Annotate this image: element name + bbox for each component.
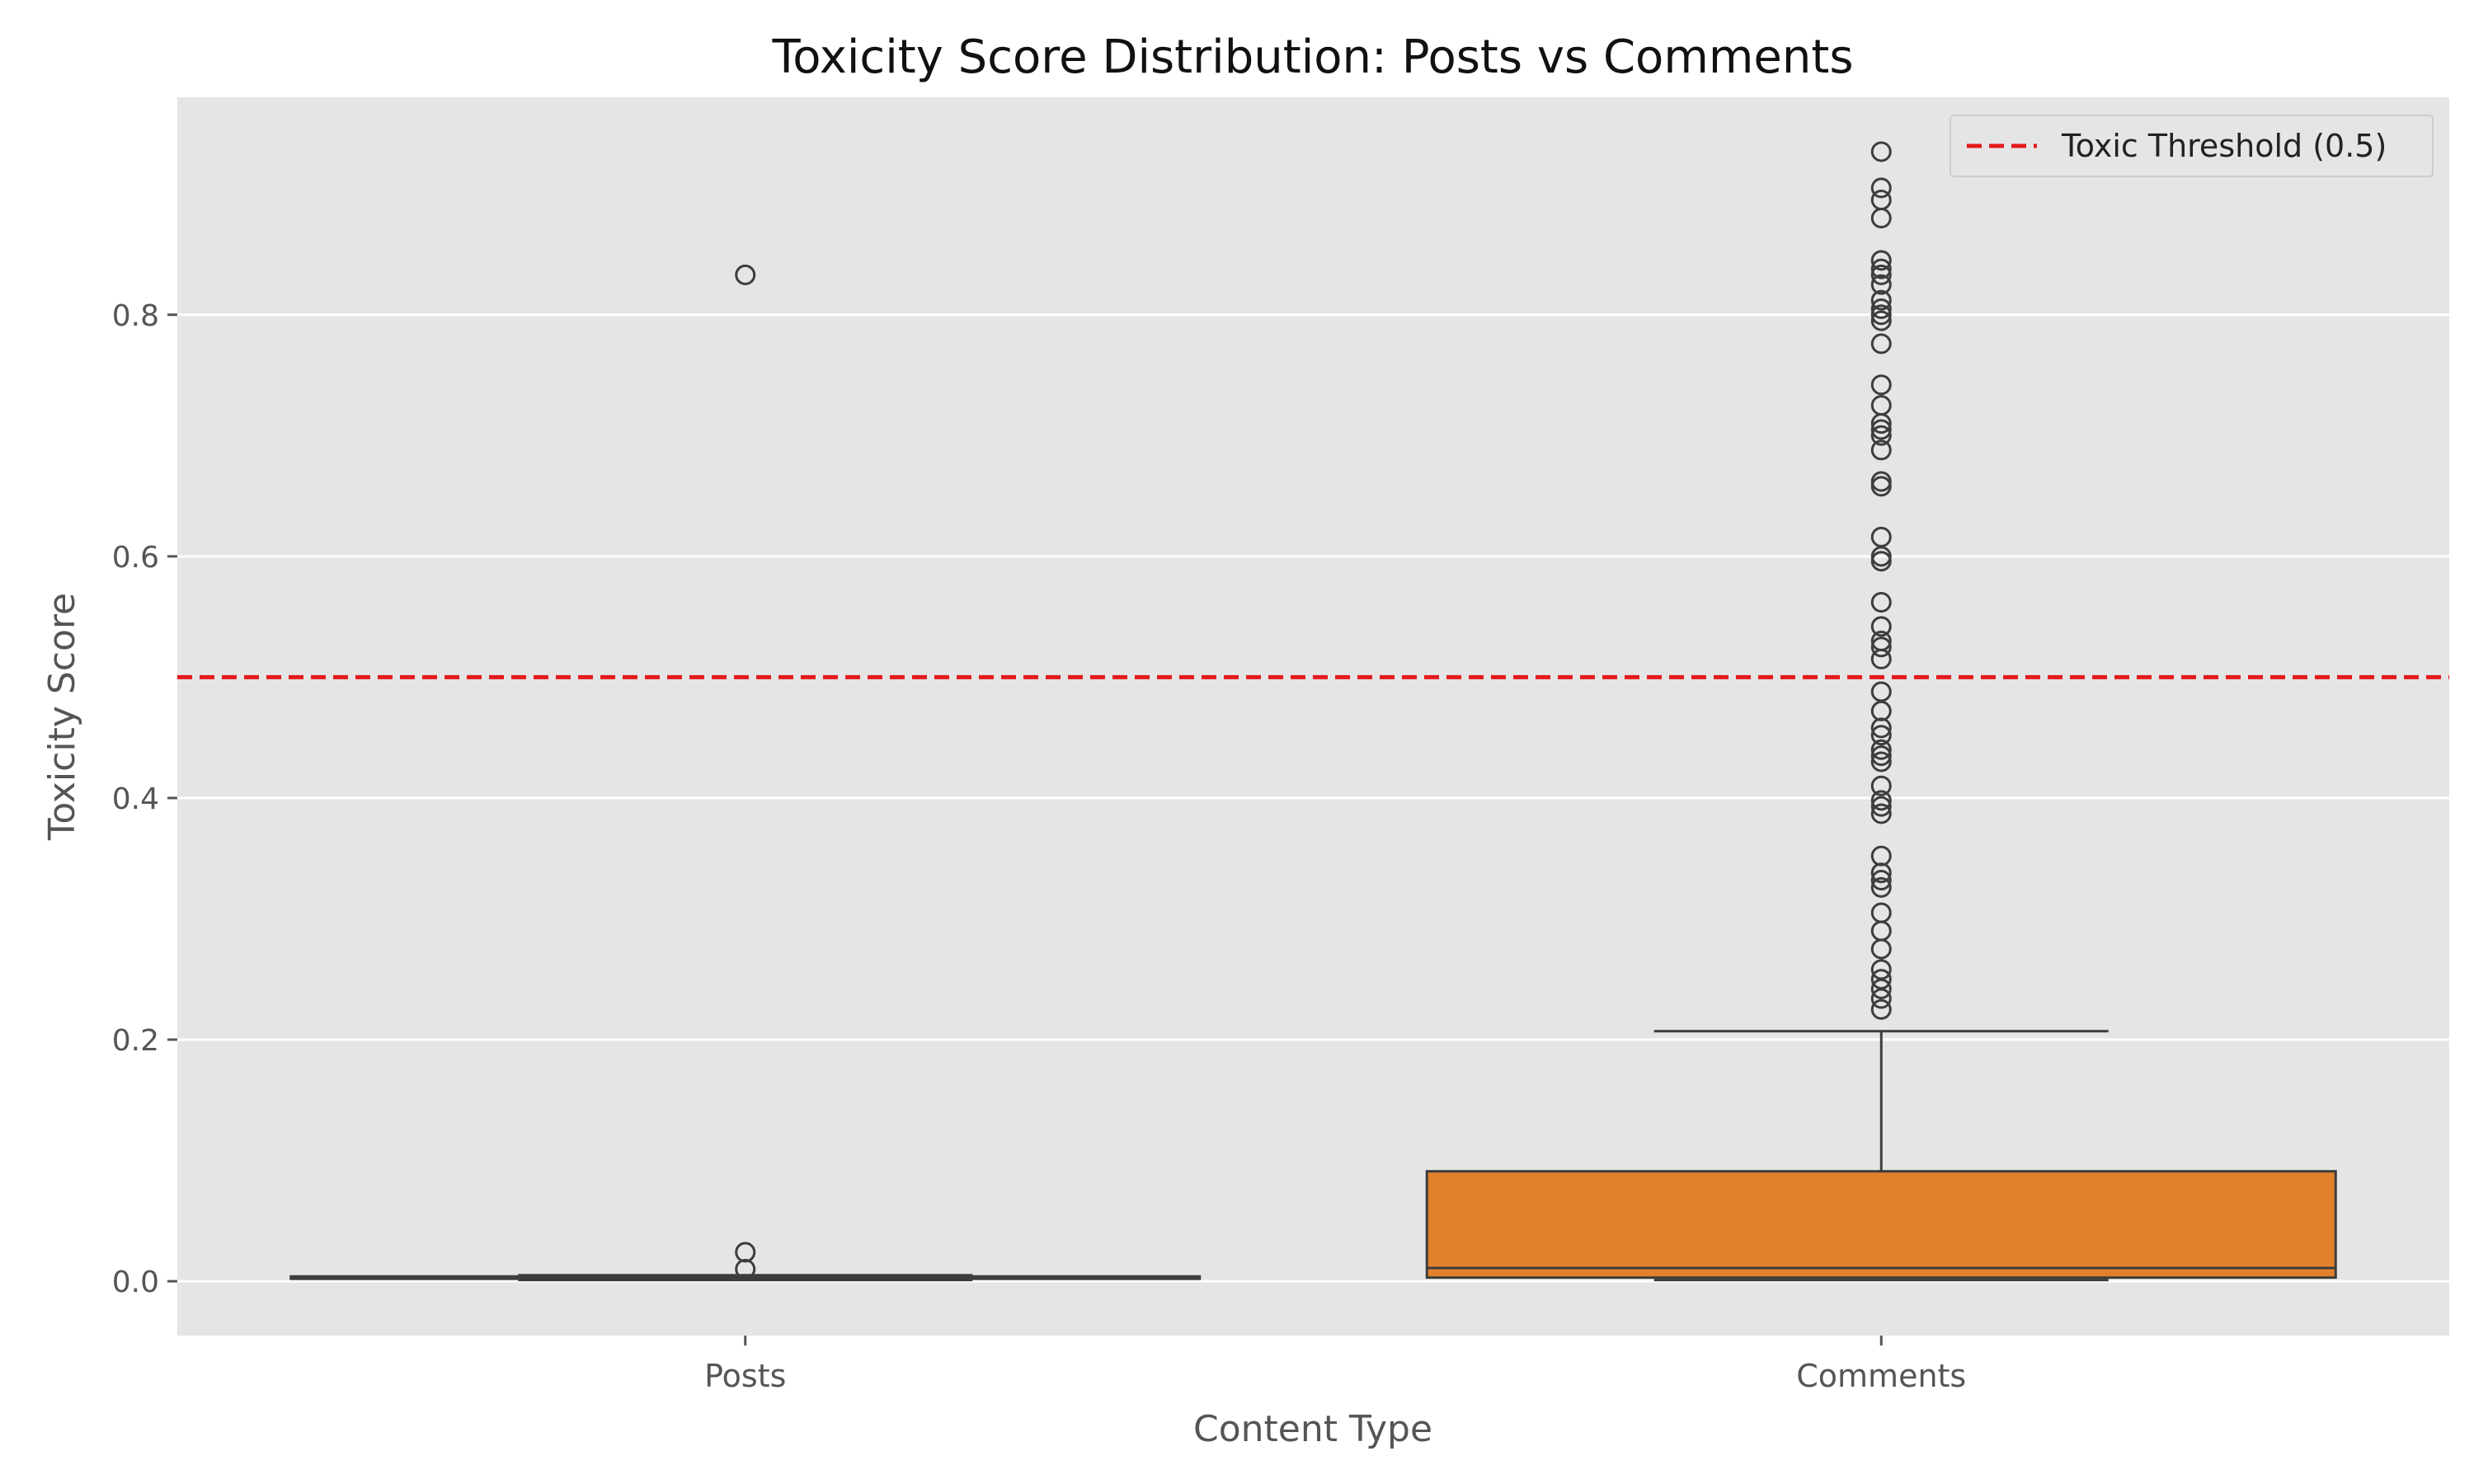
outlier-point [1870, 333, 1892, 355]
outlier-point [1870, 978, 1892, 999]
outlier-point [1870, 208, 1892, 229]
outlier-point [1870, 938, 1892, 960]
box-group-comments [1425, 141, 2337, 1282]
outlier-point [1870, 592, 1892, 613]
chart-title: Toxicity Score Distribution: Posts vs Co… [772, 31, 1854, 84]
outlier-point [1870, 374, 1892, 396]
legend-frame [1950, 115, 2434, 177]
outlier-point [1870, 870, 1892, 891]
outlier-point [1870, 616, 1892, 637]
boxes [289, 141, 2337, 1282]
y-tick-label: 0.4 [112, 782, 159, 816]
x-tick-label: Comments [1796, 1358, 1966, 1394]
outlier-point [1870, 419, 1892, 440]
x-tick-label: Posts [704, 1358, 786, 1394]
outlier-point [1870, 790, 1892, 811]
outlier-point [1870, 141, 1892, 162]
y-tick-label: 0.0 [112, 1266, 159, 1299]
outlier-point [1870, 177, 1892, 199]
outlier-point [1870, 998, 1892, 1020]
outlier-point [1870, 264, 1892, 285]
outlier-point [1870, 745, 1892, 767]
y-tick-label: 0.6 [112, 541, 159, 575]
box-iqr [1425, 1170, 2337, 1280]
plot-background [177, 97, 2449, 1336]
outlier-point [1870, 775, 1892, 796]
y-axis-label: Toxicity Score [41, 593, 83, 841]
outlier-point [1870, 476, 1892, 497]
box-group-posts [289, 264, 1202, 1282]
outlier-point [1870, 289, 1892, 311]
outlier-point [1870, 876, 1892, 898]
outlier-point [1870, 304, 1892, 326]
outlier-point [1870, 258, 1892, 279]
axes: 0.0 0.2 0.4 0.6 0.8 Posts Comments [112, 299, 1967, 1394]
outlier-point [1870, 413, 1892, 434]
outlier-point [1870, 636, 1892, 658]
outlier-point [735, 264, 756, 285]
outlier-point [1870, 250, 1892, 271]
outlier-point [1870, 425, 1892, 446]
outlier-point [1870, 439, 1892, 461]
outlier-point [1870, 725, 1892, 746]
outlier-point [1870, 274, 1892, 295]
outlier-point [1870, 310, 1892, 331]
outlier-point [1870, 796, 1892, 817]
outlier-point [1870, 648, 1892, 669]
outlier-point [1870, 862, 1892, 884]
y-tick-label: 0.8 [112, 299, 159, 333]
outlier-point [735, 1258, 756, 1280]
outlier-point [1870, 551, 1892, 572]
outlier-point [1870, 717, 1892, 739]
outlier-point [1870, 751, 1892, 773]
outlier-point [1870, 298, 1892, 319]
legend: Toxic Threshold (0.5) [1950, 115, 2434, 177]
legend-threshold-label: Toxic Threshold (0.5) [2061, 128, 2387, 164]
outlier-point [1870, 739, 1892, 760]
outlier-point [1870, 988, 1892, 1009]
outlier-point [1870, 803, 1892, 824]
x-axis-label: Content Type [1193, 1408, 1432, 1450]
y-tick-label: 0.2 [112, 1024, 159, 1058]
